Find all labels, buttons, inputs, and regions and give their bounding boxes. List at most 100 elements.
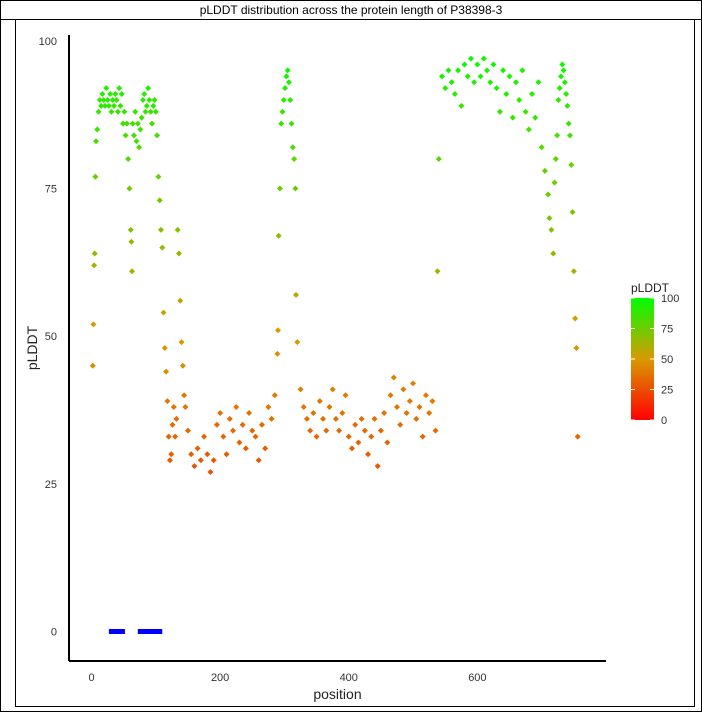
data-point bbox=[310, 409, 317, 416]
y-axis-label: pLDDT bbox=[24, 325, 40, 370]
data-point bbox=[564, 102, 571, 109]
data-point bbox=[155, 173, 162, 180]
x-tick-label: 400 bbox=[340, 672, 358, 684]
data-point bbox=[258, 421, 265, 428]
data-point bbox=[125, 156, 132, 163]
data-point bbox=[159, 244, 166, 251]
data-point bbox=[329, 386, 336, 393]
data-point bbox=[201, 433, 208, 440]
data-point bbox=[368, 433, 375, 440]
data-point bbox=[100, 96, 107, 103]
data-point bbox=[130, 132, 137, 139]
data-point bbox=[274, 350, 281, 357]
data-point bbox=[147, 108, 154, 115]
data-point bbox=[145, 85, 152, 92]
data-point bbox=[538, 144, 545, 151]
data-point bbox=[118, 91, 125, 98]
data-point bbox=[182, 404, 189, 411]
data-point bbox=[371, 415, 378, 422]
data-point bbox=[461, 61, 468, 68]
data-point bbox=[109, 96, 116, 103]
data-point bbox=[177, 297, 184, 304]
data-point bbox=[120, 120, 127, 127]
data-point bbox=[403, 409, 410, 416]
data-point bbox=[111, 102, 118, 109]
data-point bbox=[573, 345, 580, 351]
data-point bbox=[213, 421, 220, 428]
data-point bbox=[136, 144, 143, 151]
data-point bbox=[166, 457, 173, 464]
data-point bbox=[361, 427, 368, 434]
data-point bbox=[496, 108, 503, 115]
data-point bbox=[178, 339, 185, 346]
data-point bbox=[174, 226, 181, 233]
data-point bbox=[474, 61, 481, 68]
data-point bbox=[348, 445, 355, 452]
data-point bbox=[112, 91, 119, 98]
data-point bbox=[297, 386, 304, 393]
data-point bbox=[560, 67, 567, 74]
data-point bbox=[303, 415, 310, 422]
data-point bbox=[92, 173, 99, 180]
data-point bbox=[275, 232, 282, 239]
data-point bbox=[246, 409, 253, 416]
data-point bbox=[93, 138, 100, 145]
data-point bbox=[535, 79, 542, 86]
legend-tick-label: 50 bbox=[661, 354, 673, 366]
data-point bbox=[572, 315, 579, 322]
data-point bbox=[365, 451, 372, 458]
y-tick-label: 100 bbox=[39, 36, 57, 48]
data-point bbox=[138, 114, 145, 121]
data-point bbox=[197, 457, 204, 464]
data-point bbox=[89, 362, 96, 369]
data-point bbox=[194, 445, 201, 452]
data-point bbox=[129, 120, 136, 127]
y-tick-label: 50 bbox=[45, 331, 57, 343]
data-point bbox=[165, 433, 172, 440]
data-point bbox=[294, 339, 301, 346]
data-point bbox=[223, 451, 230, 458]
data-point bbox=[552, 156, 559, 163]
data-point bbox=[554, 132, 561, 139]
data-point bbox=[204, 451, 211, 458]
data-point bbox=[133, 138, 140, 145]
data-point bbox=[381, 409, 388, 416]
legend-tick-label: 0 bbox=[661, 415, 667, 427]
data-point bbox=[484, 67, 491, 74]
data-point bbox=[154, 132, 161, 139]
data-point bbox=[98, 102, 105, 109]
data-point bbox=[170, 404, 177, 411]
data-point bbox=[377, 427, 384, 434]
data-point bbox=[400, 386, 407, 393]
y-tick-label: 0 bbox=[51, 626, 57, 638]
data-point bbox=[151, 96, 158, 103]
data-point bbox=[316, 398, 323, 405]
data-point bbox=[126, 185, 133, 192]
data-point bbox=[275, 327, 282, 334]
data-point bbox=[557, 73, 564, 80]
data-point bbox=[339, 409, 346, 416]
data-point bbox=[289, 144, 296, 151]
data-point bbox=[445, 67, 452, 74]
legend-colorbar bbox=[631, 298, 654, 420]
data-point bbox=[284, 67, 291, 74]
data-point bbox=[471, 79, 478, 86]
data-point bbox=[123, 120, 130, 127]
data-point bbox=[355, 439, 362, 446]
data-point bbox=[226, 415, 233, 422]
chart-title: pLDDT distribution across the protein le… bbox=[1, 1, 701, 20]
data-point bbox=[464, 73, 471, 80]
data-point bbox=[184, 427, 191, 434]
data-point bbox=[99, 91, 106, 98]
data-point bbox=[548, 226, 555, 233]
data-point bbox=[288, 120, 295, 127]
data-point bbox=[217, 409, 224, 416]
data-point bbox=[292, 185, 299, 192]
data-point bbox=[107, 91, 114, 98]
data-point bbox=[117, 102, 124, 109]
y-tick-label: 75 bbox=[45, 184, 57, 196]
data-point bbox=[132, 108, 139, 115]
data-point bbox=[490, 61, 497, 68]
data-point bbox=[128, 238, 135, 245]
data-point bbox=[500, 67, 507, 74]
